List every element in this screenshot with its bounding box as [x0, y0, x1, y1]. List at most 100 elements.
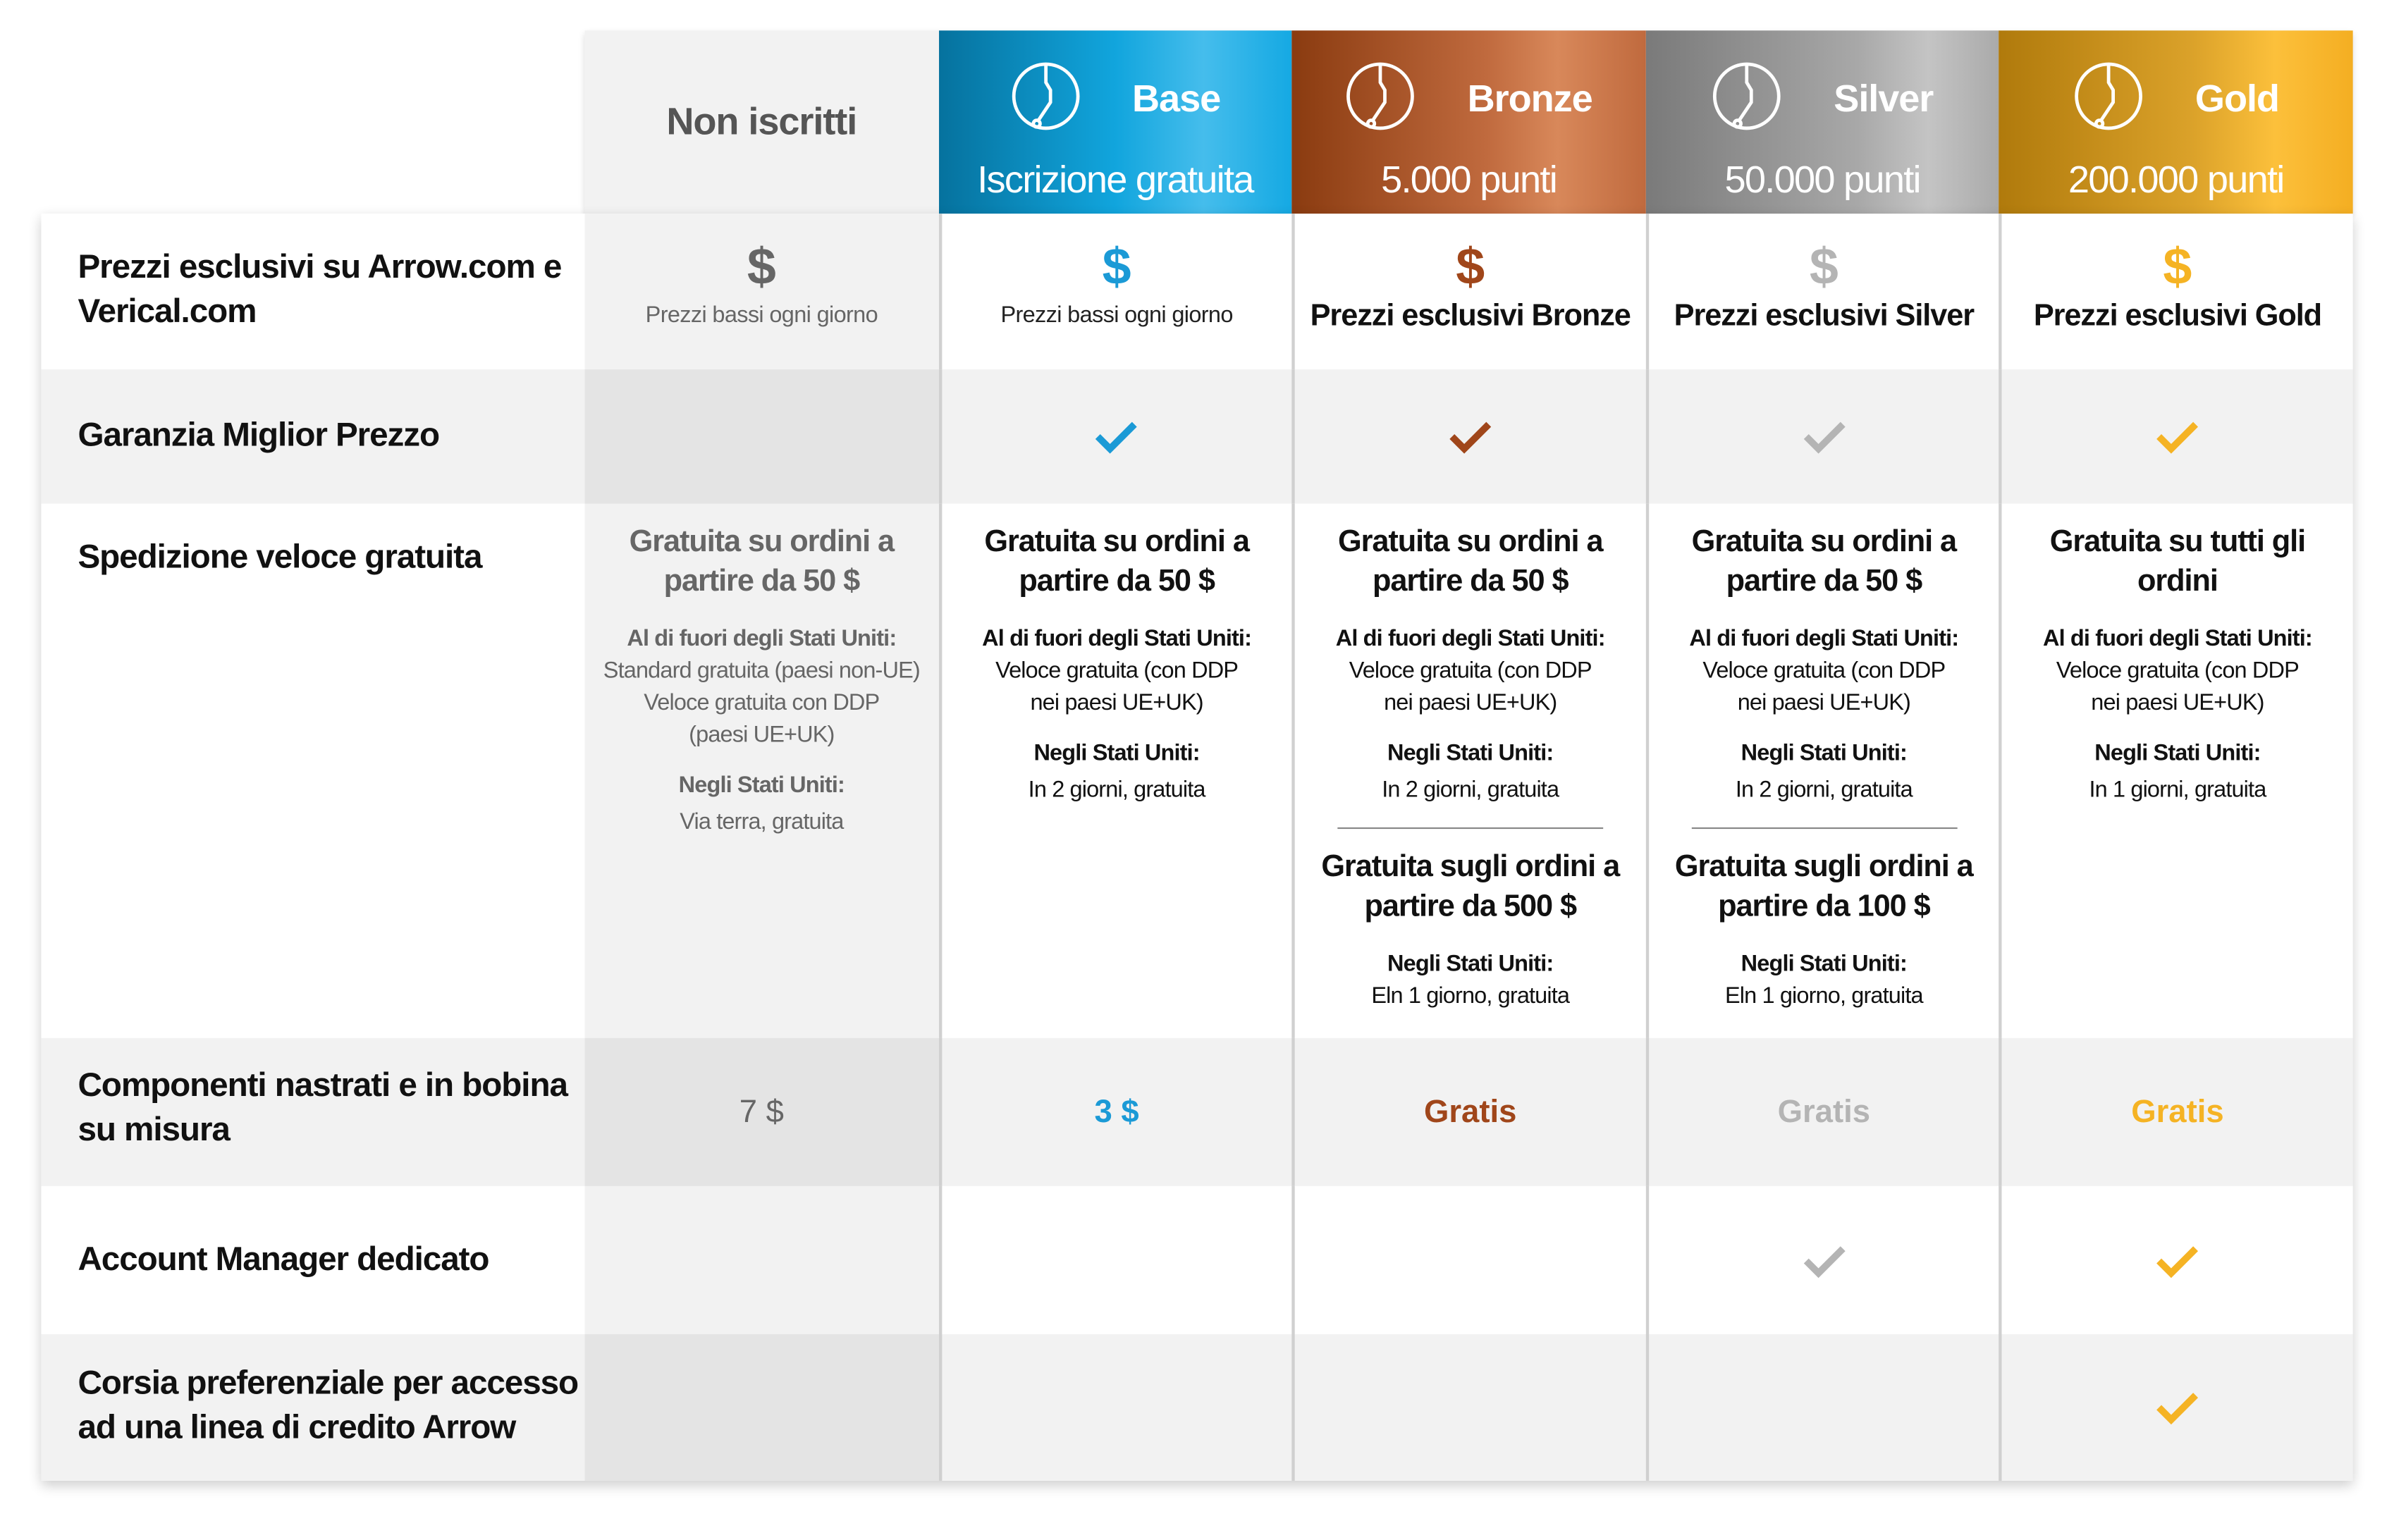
- cell-base: [938, 1333, 1292, 1481]
- header-base: Base Iscrizione gratuita: [938, 30, 1292, 214]
- cell-text: Prezzi esclusivi Gold: [2033, 299, 2322, 333]
- cell-text: Prezzi esclusivi Bronze: [1310, 299, 1631, 333]
- row-credito: Corsia preferenziale per accesso ad una …: [41, 1333, 2353, 1481]
- checkmark-icon: [2002, 369, 2352, 504]
- shipping-text: Veloce gratuita (con DDP: [2056, 658, 2300, 684]
- checkmark-icon: [1295, 369, 1645, 504]
- shipping-text: (paesi UE+UK): [689, 722, 835, 749]
- shipping-headline: Gratuita su tutti gli ordini: [2049, 525, 2306, 599]
- cell-prezzi-gold: $ Prezzi esclusivi Gold: [1999, 214, 2353, 370]
- shipping-headline: Gratuita su ordini a partire da 50 $: [984, 525, 1250, 599]
- cell-text: Prezzi esclusivi Silver: [1674, 299, 1975, 333]
- shipping-text: Veloce gratuita (con DDP: [1349, 658, 1592, 684]
- shipping-headline: Gratuita su ordini a partire da 50 $: [1337, 525, 1604, 599]
- header-non-iscritti: Non iscritti: [584, 30, 939, 214]
- cell-gold: [1999, 1333, 2353, 1481]
- cell-bronze: [1291, 1185, 1646, 1334]
- row-label: Corsia preferenziale per accesso ad una …: [78, 1363, 579, 1446]
- shipping-subhead: Negli Stati Uniti:: [1387, 740, 1554, 767]
- cell-silver: [1645, 369, 1999, 504]
- price-base: 3 $: [1094, 1093, 1139, 1129]
- row-label: Spedizione veloce gratuita: [78, 537, 482, 576]
- price-gold: Gratis: [2131, 1093, 2224, 1129]
- row-bobina: Componenti nastrati e in bobina su misur…: [41, 1037, 2353, 1186]
- cell-none: [584, 369, 939, 504]
- cell-spedizione-gold: Gratuita su tutti gli ordini Al di fuori …: [1999, 503, 2353, 1038]
- checkmark-icon: [2002, 1334, 2352, 1481]
- tier-requirement: 200.000 punti: [2068, 159, 2285, 202]
- shipping-text: In 2 giorni, gratuita: [1735, 777, 1913, 803]
- shipping-text: nei paesi UE+UK): [1030, 689, 1203, 716]
- tier-name: Silver: [1834, 78, 1934, 121]
- cell-gold: [1999, 369, 2353, 504]
- cell-spedizione-silver: Gratuita su ordini a partire da 50 $ Al d…: [1645, 503, 1999, 1038]
- cell-bronze: [1291, 369, 1646, 504]
- circuit-icon: [2073, 61, 2144, 139]
- row-label: Prezzi esclusivi su Arrow.com e Verical.…: [78, 247, 562, 330]
- shipping-text: In 2 giorni, gratuita: [1028, 777, 1206, 803]
- shipping-subhead: Negli Stati Uniti:: [1387, 951, 1554, 978]
- cell-prezzi-silver: $ Prezzi esclusivi Silver: [1645, 214, 1999, 370]
- dollar-icon: $: [1809, 238, 1839, 297]
- price-bronze: Gratis: [1423, 1093, 1517, 1129]
- shipping-subhead: Negli Stati Uniti:: [678, 772, 845, 799]
- row-garanzia: Garanzia Miglior Prezzo: [41, 369, 2353, 504]
- shipping-text: Eln 1 giorno, gratuita: [1371, 982, 1570, 1009]
- shipping-text: Standard gratuita (paesi non-UE): [603, 658, 921, 684]
- row-label: Garanzia Miglior Prezzo: [78, 415, 440, 454]
- circuit-icon: [1712, 61, 1782, 139]
- checkmark-icon: [1649, 369, 1999, 504]
- shipping-subhead: Al di fuori degli Stati Uniti:: [982, 626, 1252, 652]
- shipping-headline: Gratuita su ordini a partire da 50 $: [1691, 525, 1958, 599]
- shipping-subhead: Al di fuori degli Stati Uniti:: [1689, 626, 1959, 652]
- shipping-text: In 1 giorni, gratuita: [2089, 777, 2266, 803]
- cell-spedizione-none: Gratuita su ordini a partire da 50 $ Al d…: [584, 503, 939, 1038]
- price-none: 7 $: [739, 1093, 784, 1129]
- shipping-text: nei paesi UE+UK): [2091, 689, 2264, 716]
- cell-text: Prezzi bassi ogni giorno: [1000, 302, 1233, 328]
- shipping-headline: Gratuita sugli ordini a partire da 100 $: [1674, 850, 1974, 924]
- divider: [1690, 827, 1957, 830]
- row-label: Componenti nastrati e in bobina su misur…: [78, 1065, 568, 1148]
- shipping-headline: Gratuita sugli ordini a partire da 500 $: [1321, 850, 1620, 924]
- price-silver: Gratis: [1777, 1093, 1871, 1129]
- dollar-icon: $: [2163, 238, 2192, 297]
- cell-base: [938, 1185, 1292, 1334]
- shipping-subhead: Negli Stati Uniti:: [2094, 740, 2261, 767]
- cell-spedizione-bronze: Gratuita su ordini a partire da 50 $ Al d…: [1291, 503, 1646, 1038]
- shipping-subhead: Al di fuori degli Stati Uniti:: [1335, 626, 1606, 652]
- cell-none: [584, 1333, 939, 1481]
- cell-silver: [1645, 1333, 1999, 1481]
- circuit-icon: [1345, 61, 1416, 139]
- comparison-table: Prezzi esclusivi su Arrow.com e Verical.…: [41, 214, 2353, 1481]
- checkmark-icon: [1649, 1186, 1999, 1334]
- cell-spedizione-base: Gratuita su ordini a partire da 50 $ Al d…: [938, 503, 1292, 1038]
- dollar-icon: $: [747, 238, 776, 297]
- row-prezzi: Prezzi esclusivi su Arrow.com e Verical.…: [41, 214, 2353, 370]
- tier-header: Non iscritti Base Iscrizione gratuita Bro…: [584, 30, 2353, 214]
- shipping-text: nei paesi UE+UK): [1737, 689, 1911, 716]
- row-spedizione: Spedizione veloce gratuita Gratuita su o…: [41, 503, 2353, 1038]
- cell-base: [938, 369, 1292, 504]
- cell-prezzi-bronze: $ Prezzi esclusivi Bronze: [1291, 214, 1646, 370]
- cell-none: [584, 1185, 939, 1334]
- cell-prezzi-base: $ Prezzi bassi ogni giorno: [938, 214, 1292, 370]
- header-bronze: Bronze 5.000 punti: [1291, 30, 1646, 214]
- dollar-icon: $: [1102, 238, 1131, 297]
- cell-text: Prezzi bassi ogni giorno: [645, 302, 878, 328]
- header-gold: Gold 200.000 punti: [1999, 30, 2353, 214]
- shipping-subhead: Negli Stati Uniti:: [1741, 951, 1908, 978]
- shipping-subhead: Negli Stati Uniti:: [1033, 740, 1200, 767]
- shipping-text: Via terra, gratuita: [680, 808, 844, 835]
- shipping-subhead: Al di fuori degli Stati Uniti:: [627, 626, 897, 652]
- header-silver: Silver 50.000 punti: [1645, 30, 1999, 214]
- shipping-headline: Gratuita su ordini a partire da 50 $: [629, 525, 895, 599]
- tier-requirement: 5.000 punti: [1381, 159, 1558, 202]
- tier-name: Bronze: [1467, 78, 1593, 121]
- shipping-subhead: Negli Stati Uniti:: [1741, 740, 1908, 767]
- row-account-manager: Account Manager dedicato: [41, 1185, 2353, 1334]
- shipping-text: Eln 1 giorno, gratuita: [1724, 982, 1924, 1009]
- cell-bronze: [1291, 1333, 1646, 1481]
- tier-requirement: 50.000 punti: [1724, 159, 1922, 202]
- row-label: Account Manager dedicato: [78, 1239, 489, 1278]
